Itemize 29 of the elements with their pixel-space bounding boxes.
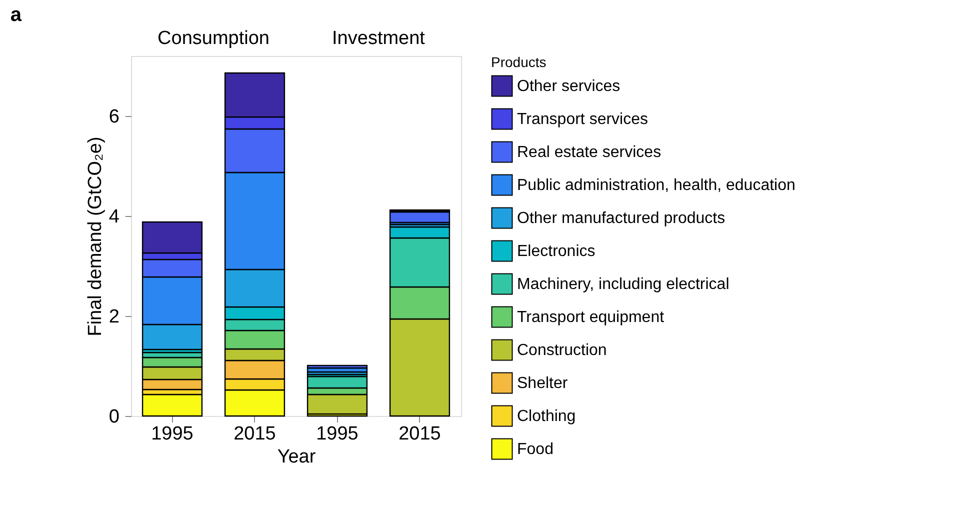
- chart-title: a: [10, 4, 22, 26]
- y-tick-label: 2: [108, 306, 120, 328]
- x-tick-label: 1995: [316, 424, 358, 444]
- legend-label: Shelter: [517, 375, 568, 392]
- y-tick-label: 0: [108, 406, 120, 428]
- y-tick-label: 6: [108, 106, 120, 128]
- text: Investment: [332, 28, 426, 49]
- legend-label: Public administration, health, education: [517, 177, 796, 194]
- x-tick-label: 2015: [234, 424, 276, 444]
- y-tick-label: 4: [108, 206, 120, 228]
- legend-label: Other services: [517, 78, 620, 95]
- x-tick-label: 1995: [151, 424, 194, 444]
- x-axis-title: Year: [277, 446, 316, 468]
- bar: [306, 364, 368, 369]
- text: Consumption: [158, 28, 270, 49]
- bar: [142, 394, 203, 417]
- legend-label: Construction: [517, 342, 607, 359]
- x-tick-label: 2015: [398, 424, 441, 444]
- legend-label: Clothing: [517, 408, 576, 425]
- legend-label: Other manufactured products: [517, 210, 726, 227]
- legend-label: Food: [517, 441, 554, 458]
- legend-label: Transport services: [517, 111, 648, 128]
- legend-label: Real estate services: [517, 144, 662, 161]
- legend-label: Electronics: [517, 243, 596, 260]
- legend-label: Transport equipment: [517, 309, 665, 326]
- y-axis-title: Final demand (GtCO₂e): [84, 136, 106, 336]
- legend-label: Machinery, including electrical: [517, 276, 730, 293]
- legend-title: Products: [491, 54, 546, 70]
- bar: [389, 211, 450, 224]
